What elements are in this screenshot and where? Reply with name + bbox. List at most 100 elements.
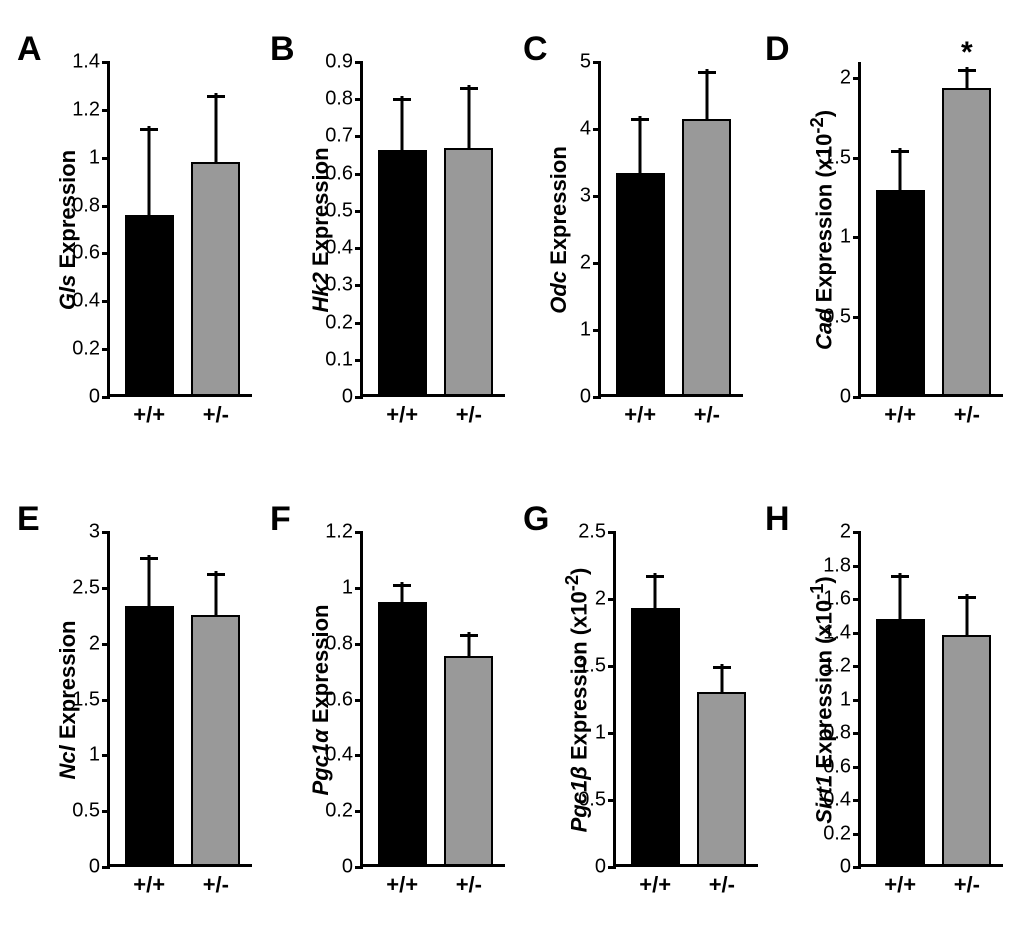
chart-area: 00.20.40.60.811.2+/++/- <box>360 532 505 867</box>
bar-pm <box>942 635 991 864</box>
ytick-label: 0 <box>89 856 110 879</box>
bar-pm <box>444 656 493 864</box>
error-cap <box>140 128 158 131</box>
y-axis-label: Odc Expression <box>546 146 572 314</box>
ytick-label: 0.4 <box>823 789 861 812</box>
ytick-label: 1 <box>89 744 110 767</box>
error-cap <box>460 634 478 637</box>
ytick-label: 1 <box>89 146 110 169</box>
ytick-label: 5 <box>580 51 601 74</box>
xtick-label: +/- <box>203 864 229 898</box>
ytick-label: 0 <box>840 856 861 879</box>
ytick-label: 0.4 <box>325 237 363 260</box>
bar-pp <box>125 606 174 864</box>
error-cap <box>140 557 158 560</box>
significance-marker: * <box>961 36 973 70</box>
panel-label: G <box>523 500 549 539</box>
ytick-label: 0.6 <box>325 162 363 185</box>
ytick-label: 0.3 <box>325 274 363 297</box>
ytick-label: 0.5 <box>72 800 110 823</box>
ytick-label: 0.2 <box>72 338 110 361</box>
ytick-label: 1.5 <box>823 146 861 169</box>
error-bar <box>401 96 404 150</box>
ytick-label: 2 <box>89 632 110 655</box>
bar-pm <box>682 119 731 394</box>
xtick-label: +/- <box>954 864 980 898</box>
ytick-label: 0.4 <box>325 744 363 767</box>
error-cap <box>631 118 649 121</box>
ytick-label: 1.2 <box>823 655 861 678</box>
ytick-label: 1.5 <box>578 655 616 678</box>
error-bar <box>899 573 902 620</box>
ytick-label: 1.4 <box>823 621 861 644</box>
error-cap <box>958 596 976 599</box>
xtick-label: +/+ <box>386 394 418 428</box>
y-axis-label: Sirt1 Expression (x10-1) <box>806 576 837 823</box>
error-bar <box>148 126 151 215</box>
xtick-label: +/+ <box>133 394 165 428</box>
ytick-label: 3 <box>580 185 601 208</box>
ytick-label: 2 <box>595 588 616 611</box>
ytick-label: 0 <box>342 386 363 409</box>
ytick-label: 0.8 <box>823 722 861 745</box>
error-bar <box>214 571 217 615</box>
ytick-label: 0.6 <box>823 755 861 778</box>
figure-grid: AGls Expression00.20.40.60.811.21.4+/++/… <box>0 0 1020 952</box>
y-axis-label: Gls Expression <box>55 149 81 309</box>
ytick-label: 2.5 <box>72 576 110 599</box>
ytick-label: 0.9 <box>325 51 363 74</box>
chart-area: 00.511.52+/++/-* <box>858 62 1003 397</box>
ytick-label: 1.4 <box>72 51 110 74</box>
ytick-label: 1.2 <box>325 521 363 544</box>
ytick-label: 0.2 <box>325 800 363 823</box>
ytick-label: 1.5 <box>72 688 110 711</box>
bar-pp <box>125 215 174 394</box>
xtick-label: +/- <box>456 864 482 898</box>
ytick-label: 1 <box>840 688 861 711</box>
error-bar <box>654 573 657 608</box>
bar-pp <box>876 619 925 864</box>
ytick-label: 0 <box>89 386 110 409</box>
error-bar <box>899 148 902 189</box>
xtick-label: +/+ <box>884 394 916 428</box>
ytick-label: 1 <box>342 576 363 599</box>
panel-label: C <box>523 30 548 69</box>
ytick-label: 0 <box>342 856 363 879</box>
ytick-label: 1 <box>580 319 601 342</box>
error-bar <box>214 93 217 162</box>
ytick-label: 2 <box>840 66 861 89</box>
ytick-label: 2 <box>840 521 861 544</box>
bar-pm <box>444 148 493 394</box>
ytick-label: 0.8 <box>72 194 110 217</box>
xtick-label: +/- <box>456 394 482 428</box>
ytick-label: 3 <box>89 521 110 544</box>
ytick-label: 0 <box>580 386 601 409</box>
ytick-label: 2.5 <box>578 521 616 544</box>
ytick-label: 0.2 <box>823 822 861 845</box>
panel-label: D <box>765 30 790 69</box>
error-cap <box>713 666 731 669</box>
bar-pm <box>191 162 240 394</box>
error-cap <box>393 584 411 587</box>
bar-pm <box>697 692 746 864</box>
ytick-label: 0.8 <box>325 632 363 655</box>
ytick-label: 1 <box>840 226 861 249</box>
ytick-label: 0.5 <box>325 199 363 222</box>
error-cap <box>207 573 225 576</box>
ytick-label: 2 <box>580 252 601 275</box>
ytick-label: 0.7 <box>325 125 363 148</box>
ytick-label: 1.6 <box>823 588 861 611</box>
bar-pm <box>942 88 991 394</box>
error-cap <box>891 150 909 153</box>
bar-pp <box>378 602 427 864</box>
error-bar <box>467 85 470 148</box>
error-cap <box>646 575 664 578</box>
chart-area: 00.20.40.60.811.21.41.61.82+/++/- <box>858 532 1003 867</box>
xtick-label: +/- <box>954 394 980 428</box>
xtick-label: +/- <box>709 864 735 898</box>
chart-area: 00.511.522.5+/++/- <box>613 532 758 867</box>
ytick-label: 4 <box>580 118 601 141</box>
xtick-label: +/+ <box>884 864 916 898</box>
bar-pm <box>191 615 240 864</box>
error-cap <box>698 71 716 74</box>
